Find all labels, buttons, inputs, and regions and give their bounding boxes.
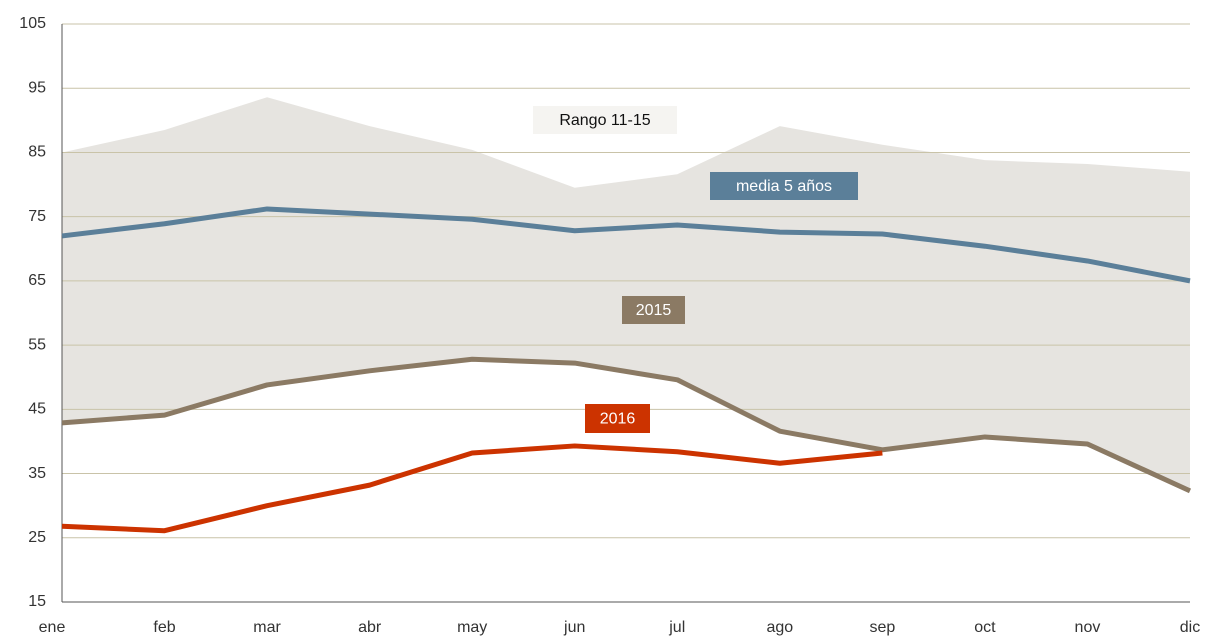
y-tick-label: 45	[28, 401, 46, 418]
y-tick-label: 85	[28, 144, 46, 161]
label-box	[585, 404, 650, 433]
x-tick-label: sep	[869, 619, 895, 636]
y-tick-label: 35	[28, 465, 46, 482]
x-tick-label: nov	[1075, 619, 1101, 636]
y-tick-label: 105	[19, 15, 46, 32]
x-tick-label: oct	[974, 619, 996, 636]
x-tick-label: feb	[153, 619, 175, 636]
label-box	[710, 172, 858, 200]
label-box	[533, 106, 677, 134]
x-tick-label: abr	[358, 619, 382, 636]
series-line	[61, 206, 1191, 284]
y-tick-label: 55	[28, 336, 46, 353]
x-tick-label: mar	[253, 619, 281, 636]
y-tick-label: 15	[28, 593, 46, 610]
series-label: 2015	[636, 302, 672, 319]
y-tick-label: 65	[28, 272, 46, 289]
x-tick-label: jul	[668, 619, 685, 636]
x-tick-label: dic	[1180, 619, 1200, 636]
x-tick-label: ago	[766, 619, 793, 636]
series-label: 2016	[600, 411, 636, 428]
series-line	[61, 356, 1192, 494]
series-label: Rango 11-15	[559, 112, 650, 129]
series-line	[61, 443, 883, 534]
y-tick-label: 95	[28, 79, 46, 96]
x-tick-label: may	[457, 619, 487, 636]
label-box	[622, 296, 685, 324]
range-area	[62, 97, 1190, 491]
x-tick-label: ene	[39, 619, 66, 636]
series-label: media 5 años	[736, 178, 832, 195]
y-tick-label: 25	[28, 529, 46, 546]
y-tick-label: 75	[28, 208, 46, 225]
x-tick-label: jun	[563, 619, 585, 636]
